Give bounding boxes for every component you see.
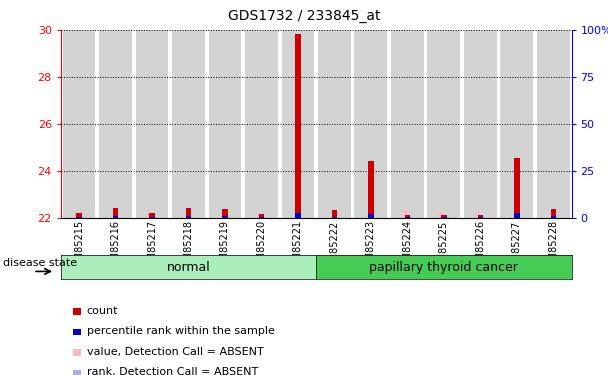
Bar [74, 214, 78, 217]
Bar [550, 216, 556, 217]
Bar [404, 215, 410, 217]
Bar [112, 208, 118, 218]
Bar [222, 216, 227, 217]
Text: rank, Detection Call = ABSENT: rank, Detection Call = ABSENT [87, 368, 258, 375]
Bar [209, 30, 241, 217]
Bar [391, 30, 424, 217]
Bar [149, 213, 154, 217]
Bar [368, 161, 373, 218]
Bar [464, 30, 497, 217]
Bar [331, 210, 337, 218]
Bar [427, 30, 460, 217]
Bar [475, 213, 480, 217]
Bar [147, 211, 151, 217]
Bar [257, 213, 261, 217]
Bar [441, 215, 446, 217]
Text: count: count [87, 306, 118, 315]
Text: papillary thyroid cancer: papillary thyroid cancer [370, 261, 518, 274]
Bar [514, 213, 519, 217]
Bar [514, 158, 519, 218]
Bar [76, 213, 81, 217]
Bar [185, 208, 191, 218]
Text: percentile rank within the sample: percentile rank within the sample [87, 326, 275, 336]
Bar [537, 30, 570, 217]
Bar [368, 214, 373, 217]
Bar [354, 30, 387, 217]
Bar [477, 215, 483, 217]
Bar [172, 30, 205, 217]
Bar [245, 30, 278, 217]
Bar [439, 211, 443, 217]
Bar [402, 210, 407, 218]
Text: normal: normal [167, 261, 210, 274]
Bar [63, 30, 95, 217]
Bar [295, 213, 300, 217]
Text: value, Detection Call = ABSENT: value, Detection Call = ABSENT [87, 347, 263, 357]
Bar [500, 30, 533, 217]
Bar [550, 209, 556, 218]
Bar [136, 30, 168, 217]
Bar [112, 216, 118, 217]
Bar [282, 30, 314, 217]
Bar [258, 214, 264, 217]
Bar [222, 209, 227, 218]
Text: disease state: disease state [3, 258, 77, 268]
Bar [318, 30, 351, 217]
Text: GDS1732 / 233845_at: GDS1732 / 233845_at [228, 9, 380, 23]
Bar [185, 216, 191, 217]
Bar [99, 30, 132, 217]
Bar [295, 33, 300, 218]
